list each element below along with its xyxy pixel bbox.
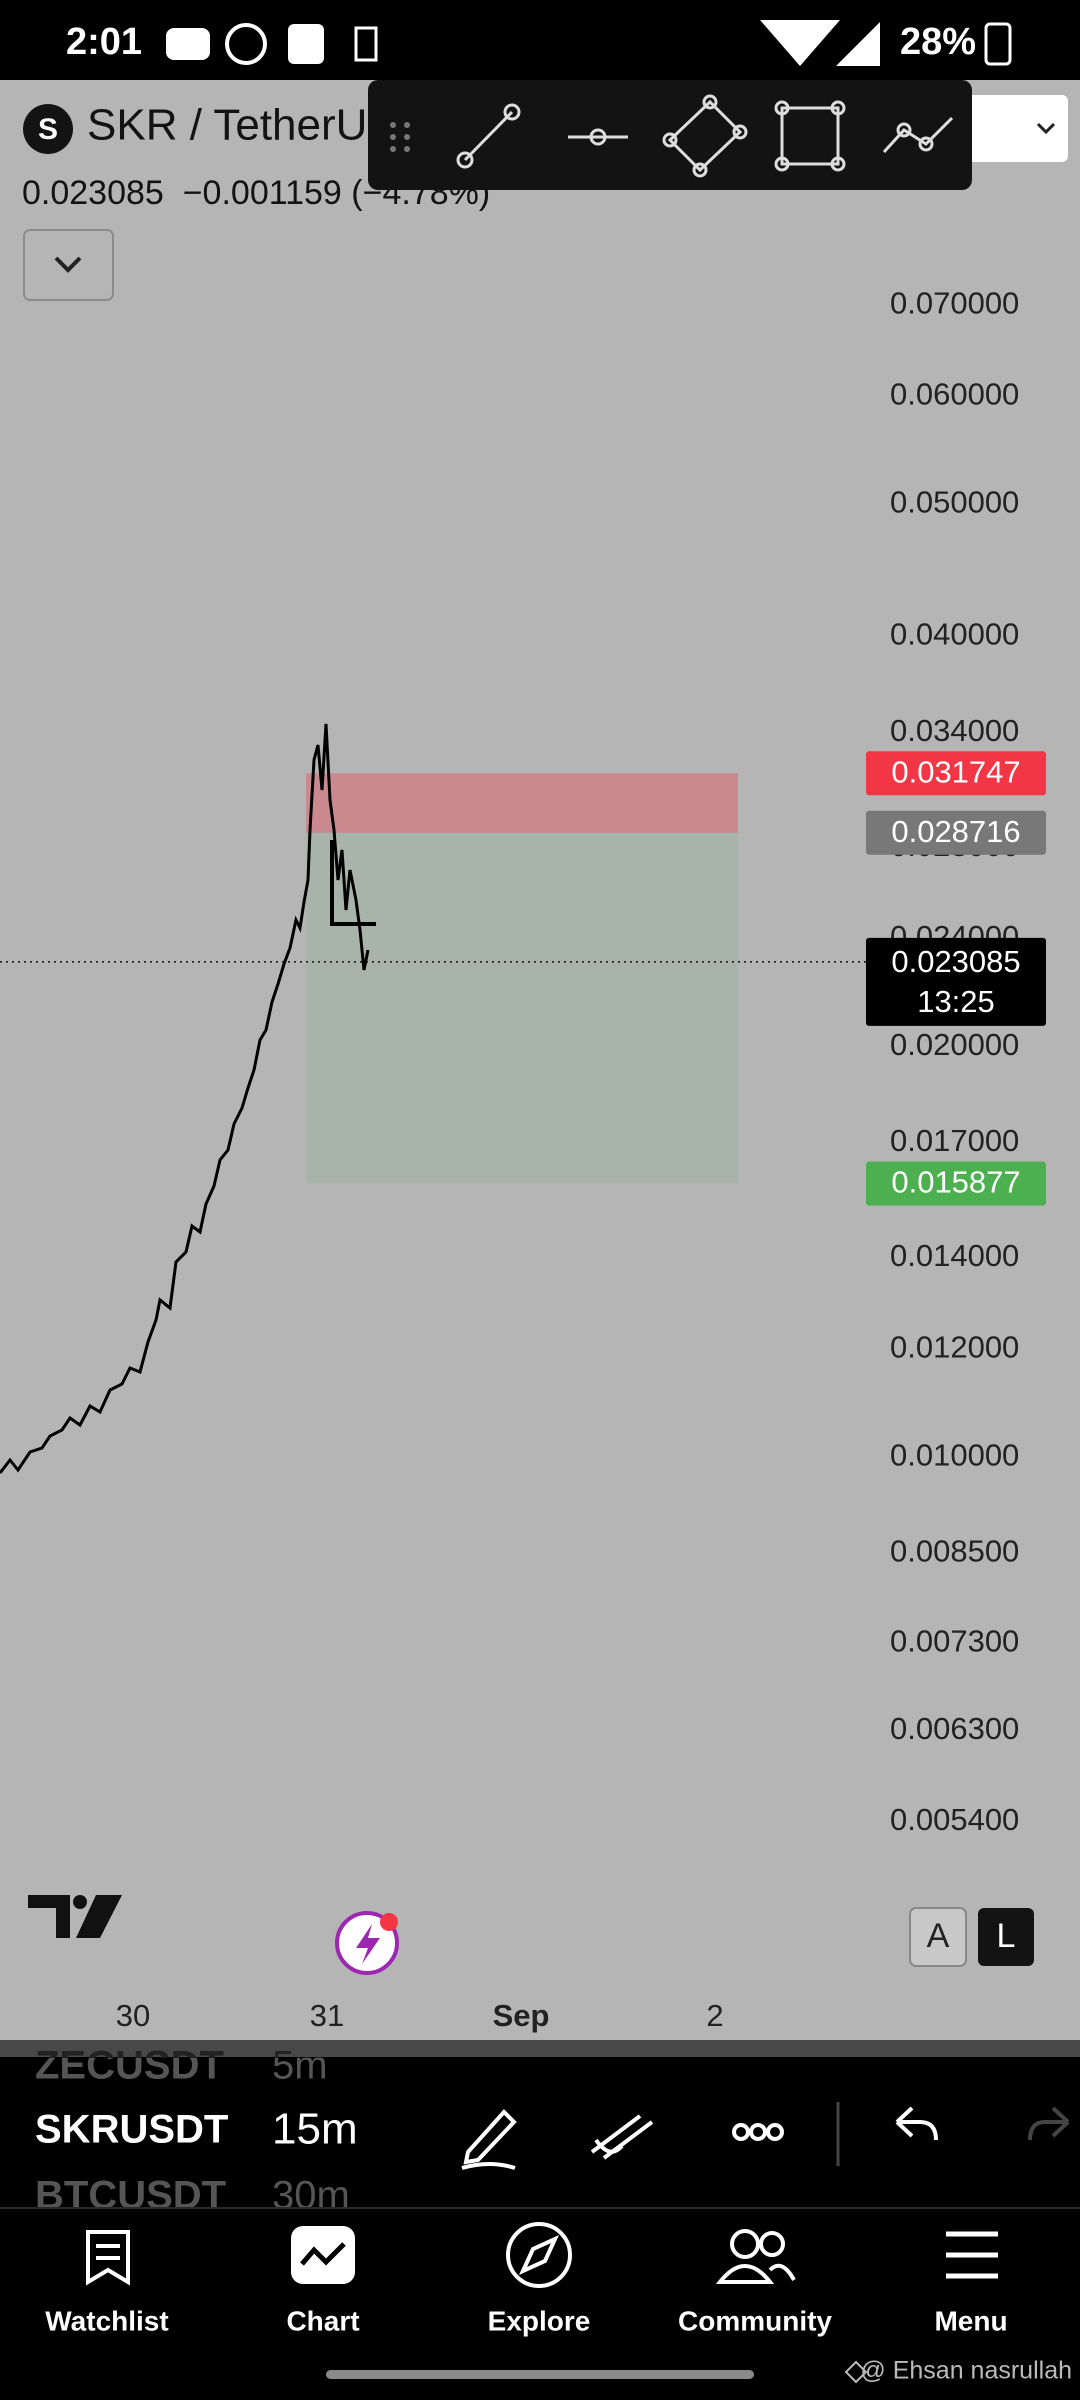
app-icon (288, 24, 324, 64)
price-line (0, 723, 370, 1474)
y-tick-label: 0.017000 (890, 1123, 1019, 1158)
wifi-icon (760, 20, 840, 66)
community-icon (715, 2229, 796, 2284)
path-tool[interactable] (882, 116, 954, 154)
nav-item[interactable]: Community (678, 2305, 832, 2336)
more-button[interactable] (732, 2123, 784, 2141)
tv-logo (28, 1895, 122, 1938)
y-tick-label: 0.034000 (890, 713, 1019, 748)
target-zone (306, 832, 738, 1184)
home-indicator (326, 2370, 754, 2379)
interval-next[interactable]: 30m (272, 2174, 350, 2218)
dropdown[interactable] (960, 95, 1068, 162)
nav-item[interactable]: Chart (286, 2305, 359, 2336)
nav-bar: Watchlist Chart Explore Community Menu (45, 2305, 1007, 2336)
app-icon (354, 26, 378, 62)
lightning-icon (356, 1924, 380, 1964)
y-tick-label: 0.014000 (890, 1238, 1019, 1273)
trend-line-tool[interactable] (456, 103, 521, 169)
countdown: 13:25 (917, 984, 995, 1019)
entry-label: 0.028716 (891, 814, 1020, 849)
y-tick-label: 0.050000 (890, 485, 1019, 520)
y-tick-label: 0.060000 (890, 377, 1019, 412)
chart-icon-line (300, 2242, 346, 2266)
redo-button[interactable] (1028, 2106, 1070, 2141)
y-tick-label: 0.040000 (890, 617, 1019, 652)
notification-dot (380, 1913, 398, 1931)
y-tick-label: 0.020000 (890, 1027, 1019, 1062)
watchlist-icon (86, 2230, 130, 2286)
y-tick-label: 0.070000 (890, 285, 1019, 320)
menu-icon (946, 2231, 998, 2279)
battery-percent: 28% (900, 21, 976, 63)
watermark: @ Ehsan nasrullah (860, 2357, 1072, 2385)
scale-button[interactable] (909, 1907, 967, 1967)
drag-handle[interactable] (390, 122, 410, 152)
chevron (54, 256, 82, 273)
drawing (330, 840, 376, 926)
draw-button[interactable] (461, 2109, 517, 2170)
symbol-next[interactable]: BTCUSDT (35, 2174, 226, 2218)
x-tick-label: 2 (706, 1998, 723, 2033)
scale-button[interactable] (978, 1908, 1034, 1966)
symbol-current[interactable]: SKRUSDT (35, 2108, 228, 2152)
x-tick-label: 30 (116, 1998, 150, 2033)
rotated-rectangle-tool[interactable] (662, 94, 748, 178)
app-icon (225, 23, 267, 65)
stop-badge (866, 751, 1046, 796)
y-tick-label: 0.010000 (890, 1437, 1019, 1472)
target-badge (866, 1161, 1046, 1206)
scale-button-label: A (927, 1917, 950, 1955)
entry-badge (866, 810, 1046, 855)
plot (0, 773, 866, 1184)
signal-icon (836, 22, 880, 66)
explore-icon (518, 2234, 560, 2276)
stop-label: 0.031747 (891, 754, 1020, 789)
y-tick-label: 0.006300 (890, 1711, 1019, 1746)
youtube-icon (166, 28, 210, 60)
y-tick-label: 0.008500 (890, 1534, 1019, 1569)
chevron (1036, 122, 1056, 135)
chart-area[interactable] (0, 80, 1080, 2057)
tv-logo (73, 1895, 87, 1909)
last-price-label: 0.023085 (891, 944, 1020, 979)
fade (0, 2040, 1080, 2058)
nav-item[interactable]: Menu (934, 2305, 1007, 2336)
scale-button-label: L (997, 1917, 1016, 1955)
clock: 2:01 (66, 21, 142, 63)
y-tick-label: 0.005400 (890, 1802, 1019, 1837)
nav-item[interactable]: Explore (488, 2305, 591, 2336)
expand-button[interactable] (23, 229, 114, 301)
target-label: 0.015877 (891, 1165, 1020, 1200)
symbol-logo (23, 104, 73, 154)
indicators-button[interactable] (590, 2114, 654, 2160)
last-price-badge (866, 937, 1046, 1026)
y-tick-label: 0.007300 (890, 1624, 1019, 1659)
x-tick-label: Sep (493, 1998, 550, 2033)
rectangle-tool[interactable] (774, 100, 846, 172)
battery-icon (984, 22, 1012, 66)
symbol-bar: ZECUSDT 5m SKRUSDT 15m BTCUSDT 30m (35, 2044, 358, 2218)
watermark-icon (844, 2360, 868, 2384)
symbol-logo-letter: S (38, 113, 58, 146)
y-tick-label: 0.012000 (890, 1329, 1019, 1364)
stop-zone (306, 773, 738, 833)
x-tick-label: 31 (310, 1998, 344, 2033)
nav-item[interactable]: Watchlist (45, 2305, 168, 2336)
chart-icon (291, 2226, 355, 2284)
horizontal-ray-tool[interactable] (568, 128, 628, 146)
symbol-title[interactable]: SKR / TetherU (87, 101, 367, 150)
undo-button[interactable] (895, 2106, 938, 2141)
interval-current[interactable]: 15m (272, 2105, 358, 2154)
explore-icon (506, 2222, 572, 2288)
